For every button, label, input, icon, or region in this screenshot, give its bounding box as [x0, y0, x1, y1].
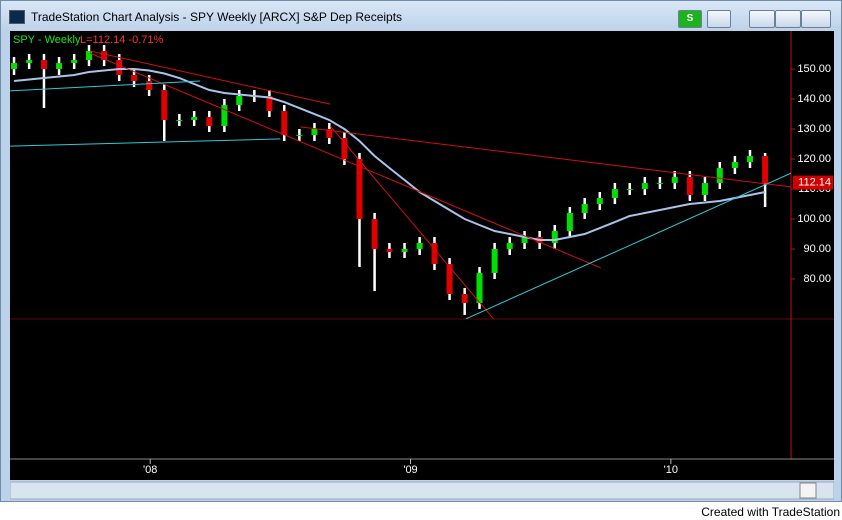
y-tick-label: 140.00: [797, 93, 831, 105]
candle-body: [701, 183, 708, 196]
candle-body: [56, 63, 63, 70]
last-price-box: [793, 175, 833, 190]
candle-body: [371, 219, 378, 250]
candle-body: [296, 135, 303, 137]
trendline: [329, 125, 494, 319]
candle-body: [176, 120, 183, 122]
candle-body: [521, 237, 528, 244]
candle-body: [386, 249, 393, 253]
candle-body: [416, 243, 423, 250]
scroll-thumb[interactable]: [799, 482, 817, 499]
candle-body: [656, 183, 663, 185]
candle-body: [731, 162, 738, 169]
close-button[interactable]: [801, 10, 831, 28]
chart-background: [10, 31, 834, 480]
candle-body: [206, 117, 213, 127]
y-tick-label: 150.00: [797, 63, 831, 75]
candle-body: [221, 105, 228, 127]
trendline: [465, 172, 791, 319]
candle-body: [401, 249, 408, 253]
trendline: [10, 138, 281, 147]
trendline: [89, 50, 331, 105]
candle-body: [581, 204, 588, 214]
chart: SPY - Weekly L=112.14 -0.71% 80.00 90.00 1…: [10, 31, 834, 500]
candle-body: [506, 243, 513, 250]
candle-body: [476, 273, 483, 304]
candle-body: [611, 189, 618, 199]
candle-body: [161, 90, 168, 121]
last-price-label: 112.14: [798, 176, 831, 188]
maximize-button[interactable]: [775, 10, 801, 28]
candle-body: [746, 156, 753, 163]
candle-body: [266, 96, 273, 112]
candle-body: [101, 51, 108, 61]
trendline: [89, 52, 602, 269]
candle-body: [446, 264, 453, 295]
candle-body: [116, 60, 123, 76]
candle-body: [71, 60, 78, 64]
minimize-button[interactable]: [749, 10, 775, 28]
candle-body: [281, 111, 288, 136]
candle-body: [551, 231, 558, 244]
candle-body: [596, 198, 603, 205]
candle-body: [146, 81, 153, 91]
window: TradeStation Chart Analysis - SPY Weekly…: [0, 0, 842, 502]
y-tick-label: 90.00: [803, 243, 831, 255]
x-tick-label: '10: [664, 464, 678, 476]
y-tick-label: 120.00: [797, 153, 831, 165]
candle-body: [626, 189, 633, 191]
trendline: [10, 80, 201, 92]
x-tick-label: '08: [143, 464, 157, 476]
app-icon: [9, 10, 25, 24]
candle-body: [716, 168, 723, 184]
candle-body: [86, 51, 93, 61]
moving-average: [13, 68, 766, 242]
candle-body: [236, 96, 243, 106]
candle-body: [11, 63, 18, 70]
footer: Created with TradeStation: [701, 505, 840, 519]
candle-body: [131, 75, 138, 82]
title-bar: TradeStation Chart Analysis - SPY Weekly…: [1, 1, 841, 31]
strategy-button[interactable]: S: [678, 10, 702, 28]
candle-body: [566, 213, 573, 232]
candle-body: [431, 243, 438, 265]
y-tick-label: 100.00: [797, 213, 831, 225]
candle-body: [461, 294, 468, 304]
candle-body: [191, 117, 198, 121]
candle-body: [341, 138, 348, 160]
candle-body: [40, 60, 47, 70]
window-title: TradeStation Chart Analysis - SPY Weekly…: [31, 10, 403, 24]
scrollbar[interactable]: [10, 481, 834, 500]
candle-body: [671, 177, 678, 184]
x-tick-label: '09: [403, 464, 417, 476]
candle-body: [491, 249, 498, 274]
candle-body: [686, 177, 693, 196]
last-label: L=112.14 -0.71%: [80, 34, 163, 46]
y-tick-label: 130.00: [797, 123, 831, 135]
candle-body: [356, 159, 363, 220]
candle-body: [641, 183, 648, 190]
candle-body: [326, 129, 333, 139]
candle-body: [311, 129, 318, 136]
candle-body: [26, 60, 33, 64]
symbol-label: SPY - Weekly: [13, 34, 81, 46]
trendline: [300, 126, 791, 188]
candle-body: [762, 156, 769, 184]
menu-button[interactable]: [707, 10, 731, 28]
y-tick-label: 80.00: [803, 273, 831, 285]
